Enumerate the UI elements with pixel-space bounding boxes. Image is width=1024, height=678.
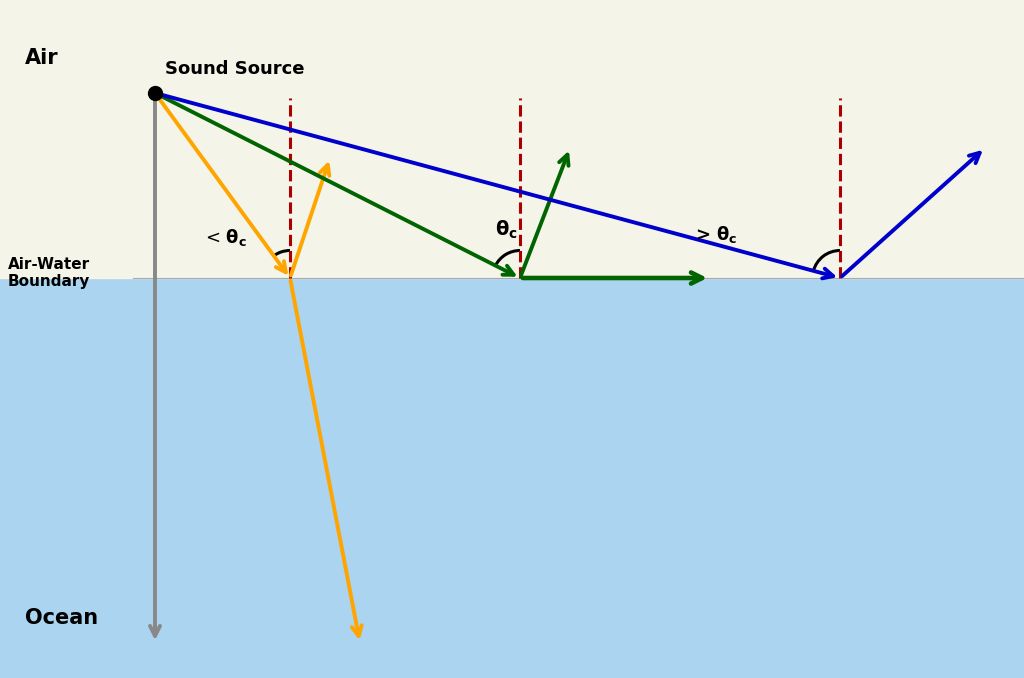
Text: $\mathbf{\theta_c}$: $\mathbf{\theta_c}$ [495,219,518,241]
Text: Ocean: Ocean [25,608,98,628]
Text: < $\mathbf{\theta_c}$: < $\mathbf{\theta_c}$ [205,227,247,248]
Text: Air: Air [25,48,58,68]
Text: Sound Source: Sound Source [165,60,304,78]
Text: Air-Water
Boundary: Air-Water Boundary [8,257,90,290]
Text: > $\mathbf{\theta_c}$: > $\mathbf{\theta_c}$ [695,224,737,245]
